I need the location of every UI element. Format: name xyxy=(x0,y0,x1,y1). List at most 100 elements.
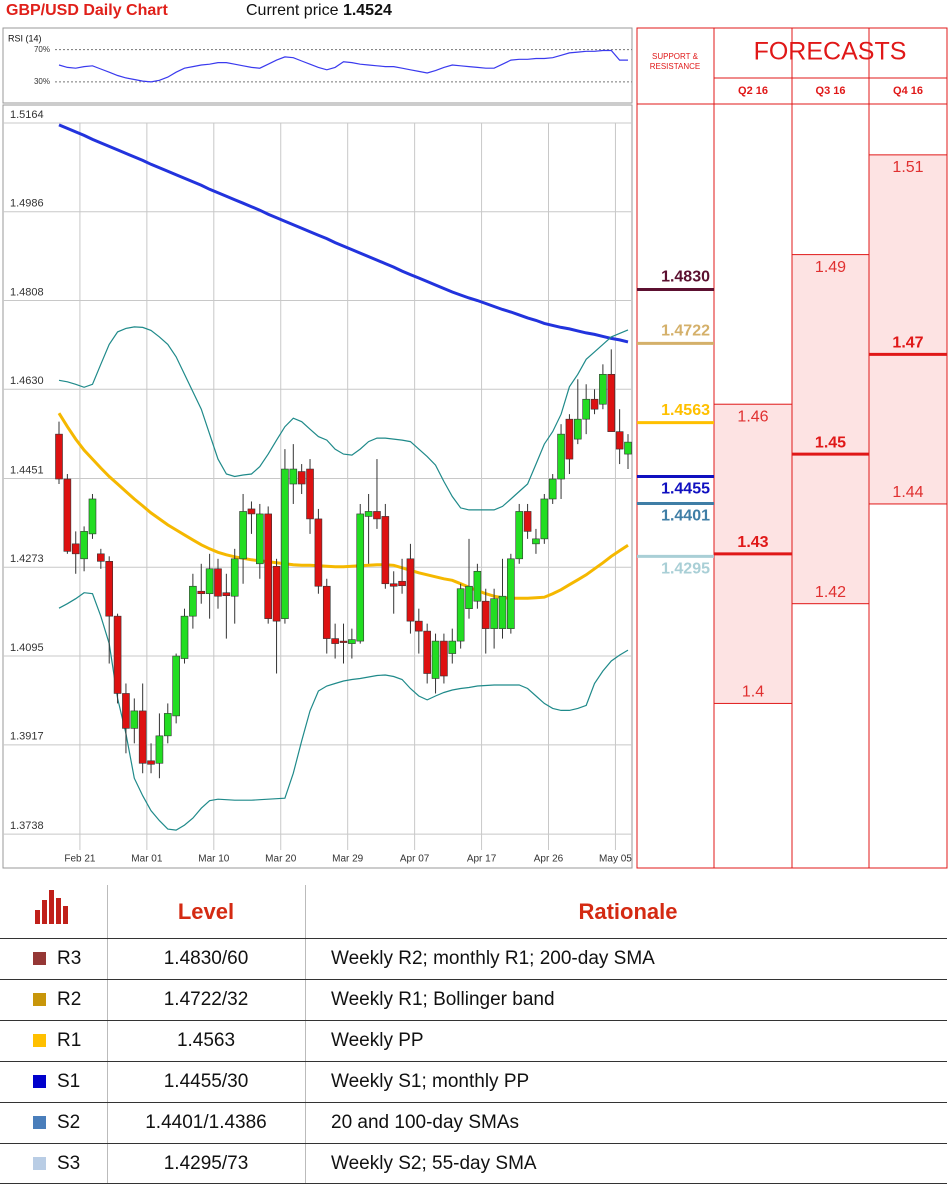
candle-body xyxy=(557,433,565,480)
candle-body xyxy=(389,583,398,587)
row-line xyxy=(0,1102,947,1103)
candle-body xyxy=(297,471,306,485)
y-tick-label: 1.4808 xyxy=(10,286,44,298)
level-label: 1.4295 xyxy=(661,561,710,578)
candle-body xyxy=(63,478,72,552)
column-line xyxy=(107,885,108,1184)
table-icon xyxy=(35,890,68,924)
candle-body xyxy=(163,713,172,737)
y-tick-label: 1.3917 xyxy=(10,731,44,743)
candle-body xyxy=(289,468,298,485)
row-rationale: 20 and 100-day SMAs xyxy=(331,1112,520,1133)
rsi-title: RSI (14) xyxy=(8,33,42,43)
candle-body xyxy=(465,585,473,609)
candle-body xyxy=(147,760,155,765)
rsi-frame xyxy=(2,27,633,104)
row-level: 1.4401/1.4386 xyxy=(145,1112,267,1133)
level-label: 1.4401 xyxy=(661,508,710,525)
rsi-tick-label: 70% xyxy=(34,45,50,54)
x-tick-label: Feb 21 xyxy=(64,854,96,865)
indicator-line xyxy=(58,123,629,344)
x-tick-label: Mar 10 xyxy=(198,854,230,865)
price-label: Current price xyxy=(246,2,339,19)
row-swatch xyxy=(33,993,46,1006)
candle-body xyxy=(138,710,147,764)
row-swatch xyxy=(33,952,46,965)
row-rationale: Weekly S2; 55-day SMA xyxy=(331,1153,537,1174)
candle-body xyxy=(615,431,624,450)
plot-frame xyxy=(2,104,633,869)
candle-body xyxy=(490,598,498,629)
candle-body xyxy=(448,640,457,654)
row-line xyxy=(0,1143,947,1144)
forecast-title: FORECASTS xyxy=(754,38,907,66)
candle-body xyxy=(339,640,348,643)
y-tick-label: 1.5164 xyxy=(10,109,44,121)
candle-body xyxy=(373,511,381,520)
candle-body xyxy=(155,735,164,764)
candle-body xyxy=(222,592,231,597)
candle-body xyxy=(314,518,323,587)
forecast-median-label: 1.47 xyxy=(892,335,923,352)
quarter-label: Q3 16 xyxy=(816,85,846,97)
row-line xyxy=(0,1020,947,1021)
row-name: S1 xyxy=(57,1071,81,1092)
quarter-label: Q2 16 xyxy=(738,85,768,97)
row-level: 1.4455/30 xyxy=(163,1071,249,1092)
candle-body xyxy=(415,620,423,632)
candle-body xyxy=(122,693,130,729)
forecast-high-label: 1.49 xyxy=(815,259,846,276)
candle-body xyxy=(105,561,114,617)
candle-body xyxy=(624,441,632,455)
candle-body xyxy=(440,640,448,677)
row-swatch xyxy=(33,1116,46,1129)
candle-body xyxy=(406,558,415,622)
candle-body xyxy=(565,418,574,460)
candle-body xyxy=(230,558,239,597)
candle-body xyxy=(331,638,339,644)
row-name: S3 xyxy=(57,1153,81,1174)
forecast-high-label: 1.51 xyxy=(892,159,923,176)
y-tick-label: 1.4986 xyxy=(10,198,44,210)
column-header: Level xyxy=(177,899,235,924)
candle-body xyxy=(97,553,105,562)
level-label: 1.4455 xyxy=(661,481,710,498)
chart: 1.3738 1.3917 1.4095 1.4273 1.4451 1.4630 1.48… xyxy=(2,27,948,869)
level-label: 1.4830 xyxy=(661,269,710,286)
row-rationale: Weekly R1; Bollinger band xyxy=(331,989,555,1010)
row-swatch xyxy=(33,1157,46,1170)
candle-body xyxy=(523,511,532,532)
candle-body xyxy=(264,513,272,619)
row-rationale: Weekly S1; monthly PP xyxy=(331,1071,530,1092)
quarter-label: Q4 16 xyxy=(893,85,923,97)
y-tick-label: 1.4451 xyxy=(10,464,44,476)
row-swatch xyxy=(33,1034,46,1047)
candle-body xyxy=(398,580,406,587)
candle-body xyxy=(498,595,507,629)
candle-body xyxy=(281,468,289,619)
row-rationale: Weekly PP xyxy=(331,1030,424,1051)
candle-body xyxy=(573,418,582,440)
y-tick-label: 1.4095 xyxy=(10,642,44,654)
forecast-median-label: 1.43 xyxy=(737,534,768,551)
forecast-low-label: 1.42 xyxy=(815,584,846,601)
candle-body xyxy=(582,398,590,420)
levels-title: SUPPORT & RESISTANCE xyxy=(650,52,701,71)
candle-body xyxy=(256,513,264,565)
candle-body xyxy=(189,585,197,617)
candle-body xyxy=(180,615,189,659)
candle-body xyxy=(130,710,139,729)
candle-body xyxy=(247,508,256,515)
price-line: Current price 1.4524 xyxy=(246,2,392,20)
row-line xyxy=(0,1183,947,1184)
row-line xyxy=(0,1061,947,1062)
candle-body xyxy=(348,639,356,644)
candle-body xyxy=(205,568,214,595)
indicator-line xyxy=(58,592,629,831)
row-level: 1.4830/60 xyxy=(163,948,249,969)
row-name: R1 xyxy=(57,1030,82,1051)
forecast-low-label: 1.44 xyxy=(892,484,923,501)
row-line xyxy=(0,979,947,980)
x-tick-label: Mar 29 xyxy=(332,854,364,865)
